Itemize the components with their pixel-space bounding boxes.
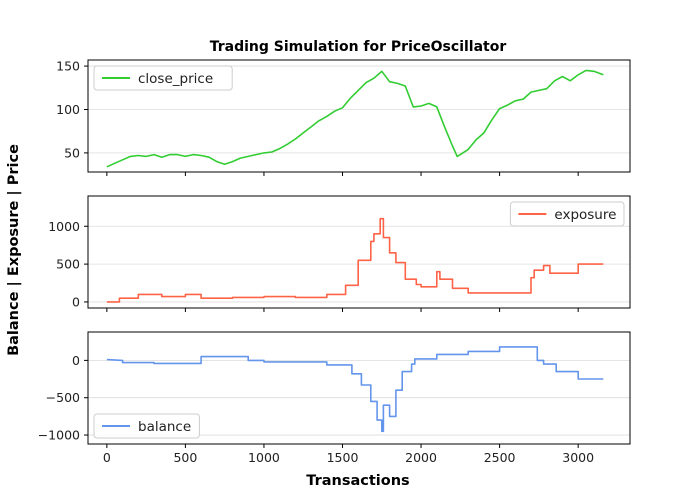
legend-exposure: exposure <box>509 201 625 227</box>
y-tick-label: 1000 <box>48 219 80 234</box>
legend-close_price: close_price <box>93 65 233 91</box>
plot-frame <box>87 59 631 173</box>
legend-label: exposure <box>554 207 616 223</box>
x-tick-label: 1500 <box>327 450 359 465</box>
panel-close_price: 50 100 150 close_price <box>56 59 631 176</box>
x-tick-label: 500 <box>173 450 197 465</box>
y-tick-label: 0 <box>72 294 80 309</box>
panel-exposure: 0 500 1000 exposure <box>48 195 631 312</box>
x-tick-label: 2000 <box>405 450 437 465</box>
balance-line <box>106 346 604 433</box>
exposure-line <box>106 217 604 303</box>
legend-box <box>509 201 625 227</box>
y-tick-label: 50 <box>64 145 80 160</box>
legend-box <box>93 413 200 439</box>
panel-balance: 0 −500 −1000 0 500 1000 1500 2000 2500 3000 balanc… <box>38 331 631 465</box>
legend-label: balance <box>138 419 191 435</box>
x-axis-title: Transactions <box>306 473 409 489</box>
x-tick-label: 1000 <box>248 450 280 465</box>
plot-frame <box>87 331 631 445</box>
y-tick-label: 500 <box>56 257 80 272</box>
x-tick-label: 3000 <box>562 450 594 465</box>
y-tick-label: 100 <box>56 102 80 117</box>
legend-box <box>93 65 233 91</box>
chart-panels: 50 100 150 close_price 0 500 1000 exposure 0 −500… <box>38 59 631 465</box>
close_price-line <box>106 69 604 168</box>
legend-balance: balance <box>93 413 200 439</box>
y-tick-label: −1000 <box>38 428 80 443</box>
y-tick-label: −500 <box>46 390 80 405</box>
chart-title: Trading Simulation for PriceOscillator <box>210 39 507 55</box>
y-tick-label: 0 <box>72 353 80 368</box>
plot-frame <box>87 195 631 309</box>
x-tick-label: 2500 <box>484 450 516 465</box>
y-axis-title: Balance | Exposure | Price <box>6 144 22 356</box>
legend-label: close_price <box>138 71 213 87</box>
y-tick-label: 150 <box>56 59 80 74</box>
x-tick-label: 0 <box>103 450 111 465</box>
